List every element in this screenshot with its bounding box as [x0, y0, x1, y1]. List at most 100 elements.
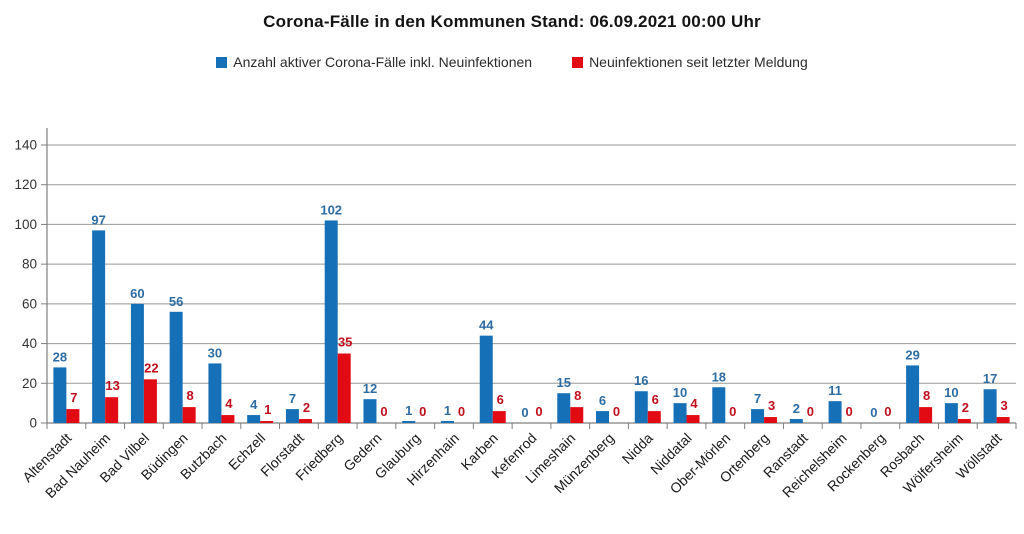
bar-new-infections	[337, 353, 351, 423]
bar-value-label-new: 1	[264, 402, 271, 417]
bar-new-infections	[647, 411, 661, 423]
bar-value-label-active: 0	[521, 405, 528, 420]
bar-new-infections	[570, 407, 584, 423]
bar-active-cases	[828, 401, 842, 423]
bar-new-infections	[298, 419, 312, 423]
bar-active-cases	[906, 365, 920, 423]
legend-item-active-cases: Anzahl aktiver Corona-Fälle inkl. Neuinf…	[216, 54, 532, 70]
bar-value-label-new: 6	[497, 392, 504, 407]
bar-active-cases	[944, 403, 958, 423]
bar-value-label-active: 1	[405, 403, 412, 418]
bar-new-infections	[221, 415, 235, 423]
bar-value-label-active: 6	[599, 393, 606, 408]
bar-value-label-active: 44	[479, 318, 494, 333]
bar-active-cases	[673, 403, 687, 423]
bar-value-label-new: 2	[962, 400, 969, 415]
bar-new-infections	[66, 409, 80, 423]
bar-value-label-new: 0	[729, 404, 736, 419]
bar-new-infections	[105, 397, 119, 423]
bar-new-infections	[919, 407, 933, 423]
bar-active-cases	[130, 303, 144, 423]
bar-value-label-active: 60	[130, 286, 144, 301]
bar-value-label-active: 56	[169, 294, 183, 309]
bar-value-label-active: 7	[754, 391, 761, 406]
bar-value-label-active: 18	[712, 369, 726, 384]
y-tick-label: 40	[22, 336, 37, 351]
bar-value-label-new: 4	[225, 396, 233, 411]
bar-active-cases	[363, 399, 377, 423]
bar-value-label-new: 8	[574, 388, 581, 403]
bar-new-infections	[764, 417, 778, 423]
bar-value-label-active: 12	[363, 381, 377, 396]
y-tick-label: 0	[29, 416, 37, 431]
bar-value-label-new: 0	[419, 404, 426, 419]
bar-value-label-new: 6	[652, 392, 659, 407]
bar-new-infections	[182, 407, 196, 423]
bar-new-infections	[492, 411, 506, 423]
bar-value-label-new: 0	[807, 404, 814, 419]
bar-active-cases	[634, 391, 648, 423]
bar-value-label-new: 0	[845, 404, 852, 419]
bar-new-infections	[143, 379, 157, 423]
bar-new-infections	[686, 415, 700, 423]
legend-item-new-infections: Neuinfektionen seit letzter Meldung	[572, 54, 808, 70]
bar-active-cases	[92, 230, 106, 423]
bar-active-cases	[557, 393, 571, 423]
bar-active-cases	[479, 335, 493, 423]
bar-value-label-active: 11	[828, 383, 842, 398]
bar-value-label-new: 0	[613, 404, 620, 419]
bar-value-label-new: 35	[338, 335, 352, 350]
bar-new-infections	[996, 417, 1010, 423]
bar-value-label-active: 102	[320, 202, 342, 217]
bar-new-infections	[260, 421, 274, 423]
bar-active-cases	[247, 415, 261, 423]
bar-active-cases	[983, 389, 997, 423]
legend-label-active-cases: Anzahl aktiver Corona-Fälle inkl. Neuinf…	[233, 54, 533, 70]
bar-active-cases	[712, 387, 726, 423]
bar-value-label-new: 0	[458, 404, 465, 419]
bar-active-cases	[440, 421, 454, 423]
bar-value-label-new: 0	[535, 404, 542, 419]
bar-value-label-active: 15	[557, 375, 571, 390]
bar-value-label-new: 22	[144, 360, 158, 375]
bar-value-label-active: 1	[444, 403, 451, 418]
y-tick-label: 140	[14, 138, 37, 153]
legend-swatch-red-icon	[572, 56, 584, 68]
bar-value-label-new: 0	[380, 404, 387, 419]
legend-label-new-infections: Neuinfektionen seit letzter Meldung	[589, 54, 808, 70]
bar-value-label-active: 4	[250, 397, 258, 412]
bar-value-label-active: 16	[634, 373, 648, 388]
bar-active-cases	[208, 363, 222, 423]
bar-value-label-new: 13	[105, 378, 119, 393]
bar-value-label-active: 17	[983, 371, 997, 386]
bar-active-cases	[402, 421, 416, 423]
bar-value-label-active: 10	[944, 385, 958, 400]
bar-value-label-active: 0	[870, 405, 877, 420]
bar-active-cases	[789, 419, 803, 423]
bar-value-label-new: 3	[1001, 398, 1008, 413]
chart-legend: Anzahl aktiver Corona-Fälle inkl. Neuinf…	[0, 54, 1024, 70]
legend-swatch-blue-icon	[216, 56, 228, 68]
bar-value-label-new: 7	[70, 390, 77, 405]
bar-active-cases	[285, 409, 299, 423]
bar-active-cases	[324, 220, 338, 423]
y-tick-label: 120	[14, 177, 37, 192]
y-tick-label: 100	[14, 217, 37, 232]
bar-value-label-new: 2	[303, 400, 310, 415]
bar-active-cases	[751, 409, 765, 423]
bar-active-cases	[169, 311, 183, 423]
bar-value-label-new: 3	[768, 398, 775, 413]
bar-value-label-active: 29	[905, 347, 919, 362]
bar-value-label-active: 7	[289, 391, 296, 406]
bar-value-label-new: 0	[884, 404, 891, 419]
bar-value-label-active: 10	[673, 385, 687, 400]
bar-active-cases	[53, 367, 67, 423]
y-tick-label: 60	[22, 296, 37, 311]
bar-value-label-active: 30	[208, 345, 222, 360]
y-tick-label: 20	[22, 376, 37, 391]
bar-value-label-new: 4	[690, 396, 698, 411]
bar-value-label-active: 97	[91, 212, 105, 227]
bar-value-label-new: 8	[187, 388, 194, 403]
